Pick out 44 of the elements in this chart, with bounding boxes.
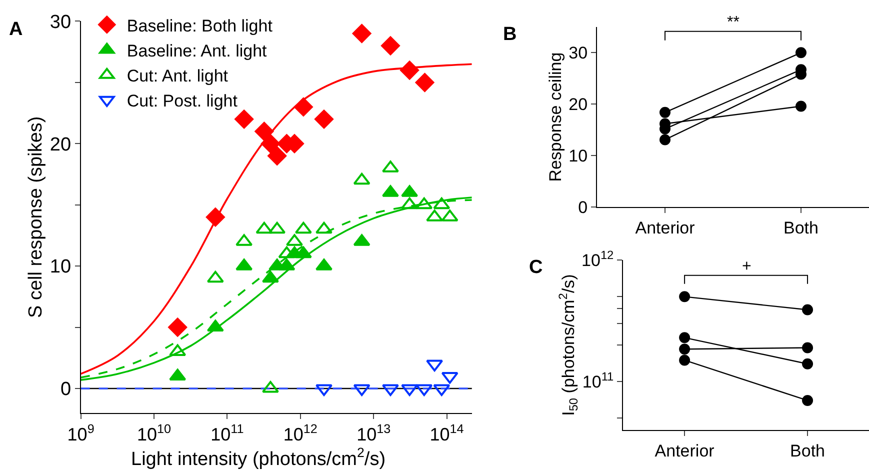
x-tick-label: Anterior (654, 441, 715, 460)
point (679, 344, 690, 355)
text: B (503, 24, 517, 45)
y-tick-label: 30 (50, 12, 72, 33)
legend-label: Cut: Ant. light (126, 66, 228, 86)
y-tick-label: 20 (50, 134, 72, 156)
x-tick-label: Both (784, 218, 818, 238)
legend-label: Baseline: Ant. light (126, 41, 268, 60)
text: A (9, 19, 23, 40)
annotation: ** (727, 14, 740, 31)
x-tick-label: 10$^{9}$ (67, 422, 94, 445)
point (802, 358, 814, 370)
x-tick-label: 10$^{11}$ (210, 422, 244, 445)
x-tick-label: 10$^{14}$ (430, 422, 464, 445)
y-axis-title: S cell response (spikes) (26, 116, 47, 318)
x-tick-label: Anterior (635, 218, 696, 238)
point (802, 394, 814, 406)
y-tick-label: 0 (60, 379, 72, 400)
point (802, 342, 814, 354)
x-tick-label: 10$^{12}$ (283, 422, 318, 445)
x-axis-title: Light intensity (photons/cm$^{2}$/s) (131, 445, 386, 470)
y-tick-label: 30 (568, 44, 588, 63)
x-tick-label: Both (790, 441, 826, 460)
y-axis-title: Response ceiling (546, 52, 566, 182)
legend-label: Baseline: Both light (126, 16, 273, 36)
y-tick-label: 20 (568, 95, 588, 114)
y-tick-label: 0 (578, 198, 588, 218)
y-tick-label: 10$^{11}$ (582, 369, 614, 392)
y-tick-label: 10$^{12}$ (582, 248, 614, 270)
point (660, 106, 671, 118)
x-tick-label: 10$^{13}$ (356, 422, 391, 445)
point (660, 134, 671, 146)
y-tick-label: 10 (568, 146, 588, 166)
x-tick-label: 10$^{10}$ (136, 422, 172, 445)
point (679, 291, 690, 302)
point (796, 47, 807, 58)
point (796, 100, 807, 112)
annotation: + (742, 258, 752, 275)
point (802, 304, 814, 316)
legend-label: Cut: Post. light (126, 92, 238, 111)
point (679, 332, 690, 344)
point (679, 354, 690, 366)
y-tick-label: 10 (50, 256, 72, 278)
text: C (529, 257, 543, 278)
